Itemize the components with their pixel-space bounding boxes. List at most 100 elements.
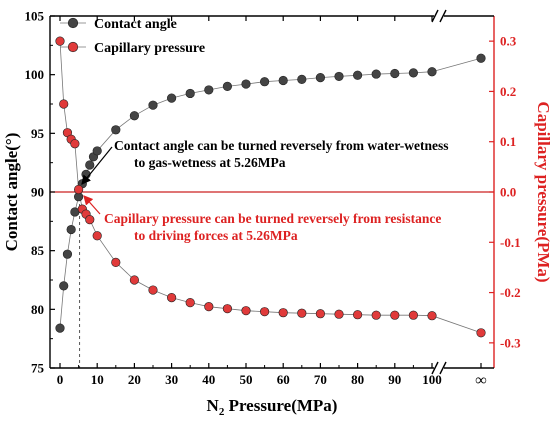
capillary-pressure-point: [204, 302, 214, 312]
x-tick-label: 50: [240, 372, 253, 387]
y2-tick-label: 0.1: [500, 134, 516, 149]
y-tick-label: 75: [31, 361, 45, 376]
contact-angle-point: [222, 81, 232, 91]
contact-angle-point: [167, 93, 177, 103]
capillary-pressure-point: [85, 215, 95, 225]
x-axis-title: N2 Pressure(MPa): [207, 396, 338, 418]
y-tick-label: 90: [31, 185, 44, 200]
capillary-pressure-point: [260, 307, 270, 317]
legend: Contact angle Capillary pressure: [60, 17, 205, 56]
axis-break-mark: [431, 361, 439, 375]
capillary-pressure-point: [111, 257, 121, 268]
capillary-pressure-point: [129, 275, 139, 285]
contact-angle-point: [278, 75, 288, 86]
ticks: 0 10 20 30 40 50 60 70 80 90 100 ∞ 75 80 85 90 95 100 105 -…: [25, 9, 522, 390]
annotation-capillary-line-1: Capillary pressure can be turned reverse…: [104, 211, 441, 226]
capillary-pressure-point: [371, 310, 381, 320]
contact-angle-point: [353, 70, 363, 80]
capillary-pressure-point: [408, 310, 419, 320]
capillary-pressure-point: [476, 328, 486, 338]
legend-marker: [67, 41, 79, 53]
axis-break-mark: [439, 361, 447, 375]
contact-angle-point: [92, 146, 102, 156]
connector-lines: [59, 41, 482, 334]
axis-break-gap: [434, 10, 444, 22]
capillary-pressure-point: [297, 308, 307, 318]
capillary-pressure-point: [353, 310, 363, 320]
capillary-pressure-point: [73, 184, 84, 195]
axis-break-gap: [434, 362, 444, 374]
capillary-pressure-point: [241, 306, 251, 316]
axis-titles: N2 Pressure(MPa) Contact angle(°) Capillar…: [2, 101, 550, 418]
y2-tick-label: 0.0: [500, 185, 516, 200]
y-tick-label: 100: [25, 67, 45, 82]
contact-angle-point: [148, 100, 158, 110]
x-tick-label: 10: [91, 372, 104, 387]
capillary-pressure-point: [55, 36, 65, 46]
series-line-contact-angle: [59, 57, 482, 329]
y2-axis-title: Capillary pressure(PMa): [534, 101, 550, 282]
capillary-pressure-point: [92, 231, 102, 241]
contact-angle-point: [241, 79, 251, 89]
x-tick-label: 80: [351, 372, 364, 387]
x-tick-label: 70: [314, 372, 327, 387]
capillary-pressure-point: [278, 308, 288, 318]
contact-angle-point: [111, 125, 121, 135]
x-tick-label: 90: [388, 372, 401, 387]
contact-angle-point: [62, 249, 73, 259]
capillary-pressure-point: [315, 309, 326, 319]
contact-angle-point: [55, 323, 65, 333]
y2-tick-label: -0.3: [500, 335, 521, 350]
y2-tick-label: 0.3: [500, 34, 517, 49]
annotation-capillary-line-2: to driving forces at 5.26MPa: [134, 228, 298, 243]
contact-angle-point: [297, 74, 307, 84]
y2-tick-label: 0.2: [500, 84, 516, 99]
contact-angle-point: [371, 69, 381, 79]
capillary-pressure-point: [167, 293, 177, 303]
legend-label: Capillary pressure: [94, 41, 205, 56]
data-points: [55, 36, 486, 338]
contact-angle-point: [315, 72, 326, 83]
y-tick-label: 95: [31, 126, 45, 141]
capillary-pressure-point: [427, 311, 437, 321]
gridlines-and-ref: [50, 191, 494, 368]
axis-break: [431, 9, 447, 375]
contact-angle-point: [129, 111, 139, 121]
capillary-pressure-point: [70, 139, 80, 149]
contact-angle-point: [185, 88, 195, 99]
contact-angle-point: [476, 53, 486, 63]
y-tick-label: 105: [25, 9, 45, 24]
annotation-arrow-contact: [81, 146, 113, 185]
contact-angle-point: [408, 68, 419, 78]
axis-break-mark: [431, 9, 439, 23]
annotations: Contact angle can be turned reversely fr…: [81, 138, 449, 243]
y2-tick-label: -0.2: [500, 285, 521, 300]
capillary-pressure-point: [222, 304, 232, 314]
contact-angle-point: [204, 85, 214, 95]
contact-angle-point: [427, 67, 437, 77]
contact-angle-point: [334, 71, 344, 82]
y-axis-title: Contact angle(°): [2, 133, 21, 252]
contact-angle-point: [59, 281, 69, 291]
contact-angle-point: [85, 160, 95, 170]
x-tick-label: 100: [422, 372, 442, 387]
y2-tick-label: -0.1: [500, 235, 521, 250]
y-tick-label: 80: [31, 302, 44, 317]
x-tick-label: 40: [202, 372, 215, 387]
series-line-capillary-pressure: [59, 41, 482, 334]
capillary-pressure-point: [59, 99, 69, 109]
annotation-contact-line-1: Contact angle can be turned reversely fr…: [114, 138, 449, 153]
contact-angle-point: [390, 68, 400, 79]
x-tick-label: 60: [277, 372, 290, 387]
contact-angle-point: [260, 77, 270, 87]
x-tick-label: 30: [165, 372, 178, 387]
x-tick-label-infinity: ∞: [475, 372, 486, 389]
axis-break-mark: [439, 9, 447, 23]
annotation-contact-line-2: to gas-wetness at 5.26MPa: [134, 155, 286, 170]
contact-angle-point: [66, 224, 76, 235]
capillary-pressure-point: [390, 310, 400, 320]
capillary-pressure-point: [148, 285, 158, 295]
legend-label: Contact angle: [94, 17, 177, 32]
y-tick-label: 85: [31, 243, 45, 258]
x-tick-label: 20: [128, 372, 141, 387]
